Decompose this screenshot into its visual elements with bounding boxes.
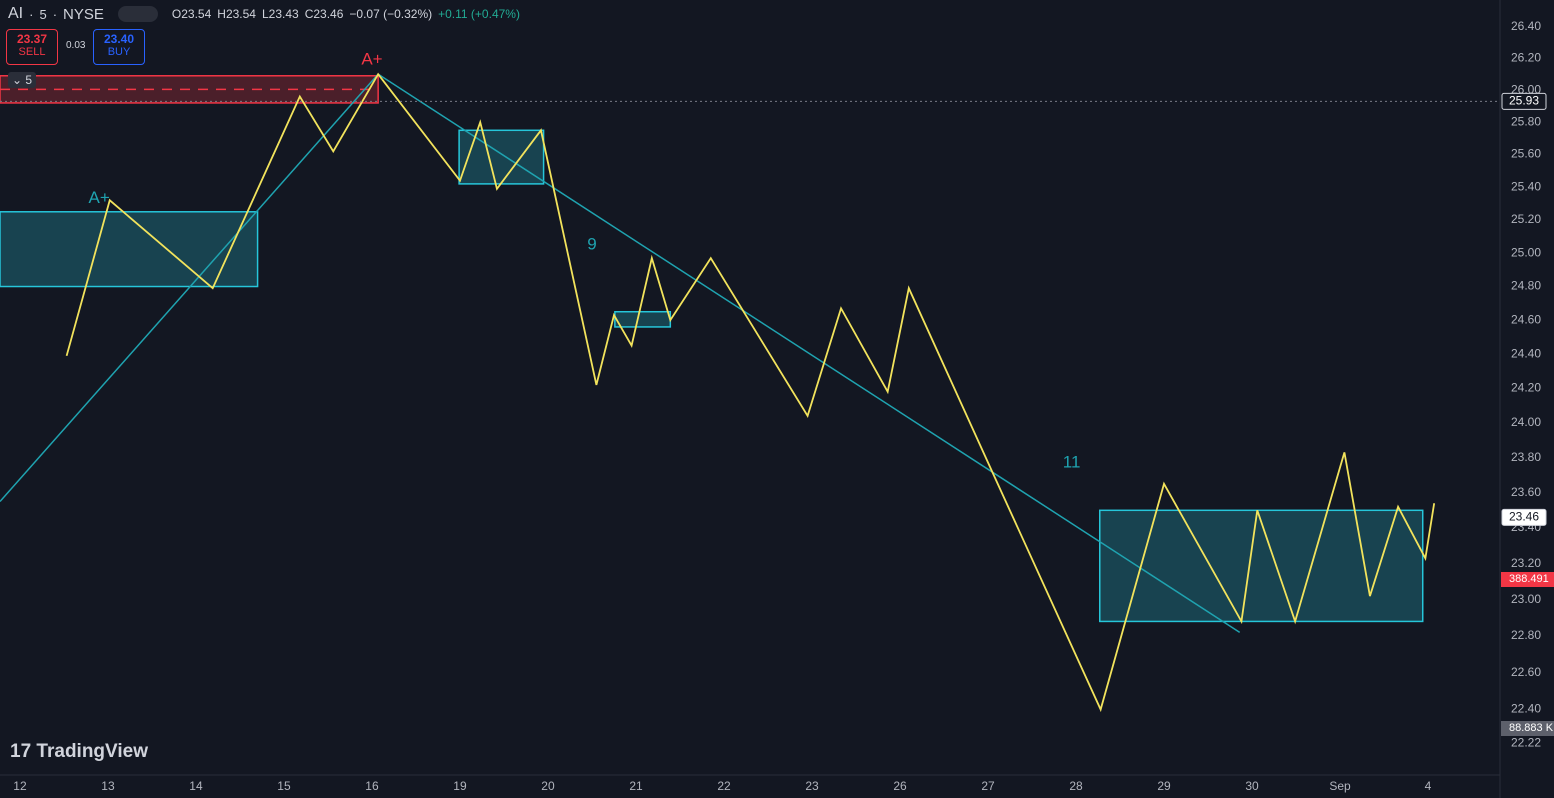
y-tick-label: 23.00	[1511, 592, 1541, 606]
y-tick-label: 22.40	[1511, 702, 1541, 716]
layout-toggle[interactable]: ⌄ 5	[8, 72, 36, 88]
y-tick-label: 23.80	[1511, 450, 1541, 464]
x-tick-label: 22	[717, 779, 731, 793]
annotation: 11	[1063, 452, 1081, 471]
x-tick-label: 21	[629, 779, 643, 793]
dot: ·	[52, 6, 58, 22]
brand-logo: 17 TradingView	[10, 741, 148, 763]
y-tick-label: 25.20	[1511, 212, 1541, 226]
trendline	[377, 73, 1241, 633]
price-line	[65, 72, 1436, 713]
x-tick-label: 16	[365, 779, 379, 793]
ohlc-high: H23.54	[217, 7, 256, 21]
dot: ·	[29, 6, 34, 22]
price-marker-label: 25.93	[1509, 94, 1539, 108]
y-tick-label: 24.20	[1511, 380, 1541, 394]
annotation: A+	[361, 49, 382, 68]
price-marker-label: 23.46	[1509, 510, 1539, 524]
buy-button[interactable]: 23.40 BUY	[93, 29, 145, 65]
logo-mark: 17	[10, 741, 37, 762]
brand: TradingView	[36, 741, 148, 762]
zone	[458, 129, 545, 185]
zone	[614, 310, 672, 328]
zone	[0, 211, 259, 288]
x-tick-label: 26	[893, 779, 907, 793]
y-tick-label: 23.20	[1511, 556, 1541, 570]
annotation: 9	[587, 234, 596, 253]
y-tick-label: 25.60	[1511, 147, 1541, 161]
x-tick-label: 29	[1157, 779, 1171, 793]
trendline	[0, 73, 379, 502]
buy-label: BUY	[107, 46, 131, 58]
y-tick-label: 25.40	[1511, 179, 1541, 193]
y-tick-label: 25.80	[1511, 114, 1541, 128]
sell-label: SELL	[18, 46, 46, 58]
y-tick-label: 22.60	[1511, 665, 1541, 679]
zone	[1099, 509, 1424, 623]
x-tick-label: 12	[13, 779, 27, 793]
layout-count: 5	[25, 73, 33, 87]
y-tick-label: 26.00	[1511, 82, 1541, 96]
countdown-label: 388.491	[1501, 572, 1554, 587]
y-tick-label: 24.80	[1511, 279, 1541, 293]
sell-price: 23.37	[16, 32, 48, 46]
y-tick-label: 24.00	[1511, 415, 1541, 429]
price-marker-box	[1501, 92, 1547, 110]
status-pill[interactable]	[117, 6, 158, 22]
y-tick-label: 26.20	[1511, 50, 1541, 64]
y-tick-label: 24.60	[1511, 312, 1541, 326]
y-tick-label: 22.22	[1511, 735, 1541, 749]
y-tick-label: 26.40	[1511, 19, 1541, 33]
x-tick-label: 14	[189, 779, 203, 793]
x-tick-label: 13	[101, 779, 115, 793]
ohlc-open: O23.54	[171, 7, 212, 21]
buy-price: 23.40	[103, 32, 135, 46]
interval[interactable]: 5	[39, 6, 47, 22]
y-tick-label: 23.60	[1511, 485, 1541, 499]
x-tick-label: 30	[1245, 779, 1259, 793]
exchange: NYSE	[63, 5, 104, 23]
change: −0.07 (−0.32%)	[349, 7, 433, 21]
y-tick-label: 25.00	[1511, 245, 1541, 259]
ohlc-close: C23.46	[304, 7, 344, 21]
symbol[interactable]: AI	[8, 5, 24, 22]
y-tick-label: 24.40	[1511, 346, 1541, 360]
sell-button[interactable]: 23.37 SELL	[6, 29, 58, 65]
symbol-header: AI · 5 · NYSE O23.54 H23.54 L23.43 C23.4…	[8, 5, 520, 23]
ohlc-low: L23.43	[261, 7, 299, 21]
volume-label: 88.883 K	[1501, 721, 1554, 736]
ext-change: +0.11 (+0.47%)	[438, 7, 520, 21]
x-tick-label: Sep	[1329, 779, 1351, 793]
price-marker-box	[1501, 508, 1547, 526]
y-tick-label: 22.80	[1511, 628, 1541, 642]
x-tick-label: 28	[1069, 779, 1083, 793]
x-tick-label: 4	[1425, 779, 1432, 793]
axis-panel	[1500, 0, 1554, 798]
x-tick-label: 23	[805, 779, 819, 793]
annotation: A+	[89, 188, 110, 207]
x-tick-label: 27	[981, 779, 995, 793]
x-tick-label: 15	[277, 779, 291, 793]
spread: 0.03	[66, 40, 86, 51]
x-tick-label: 19	[453, 779, 467, 793]
x-tick-label: 20	[541, 779, 555, 793]
